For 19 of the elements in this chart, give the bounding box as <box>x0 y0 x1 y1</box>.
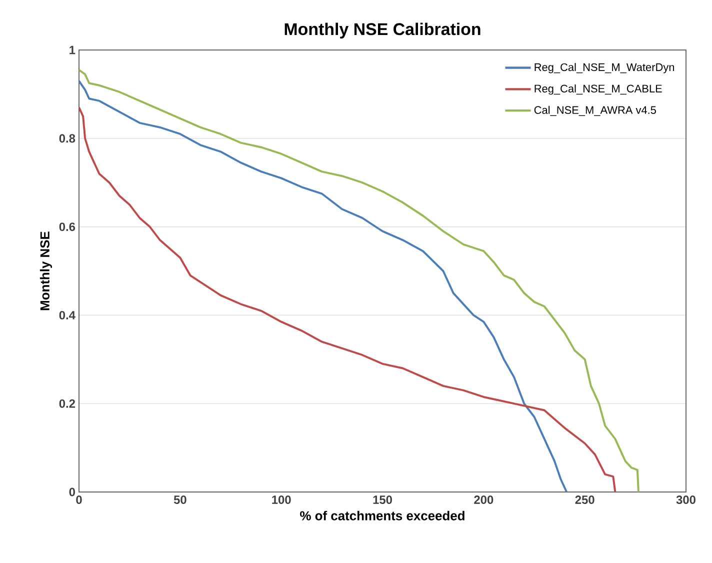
y-tick-label: 0.2 <box>59 399 76 408</box>
y-tick-label: 0.4 <box>59 310 76 320</box>
y-tick-label: 0.6 <box>59 222 76 232</box>
chart-title: Monthly NSE Calibration <box>284 22 480 38</box>
x-tick-label: 250 <box>575 496 594 504</box>
legend-label: Reg_Cal_NSE_M_WaterDyn <box>534 63 674 74</box>
x-tick-label: 0 <box>76 496 82 504</box>
legend-label: Reg_Cal_NSE_M_CABLE <box>534 84 662 95</box>
legend-label: Cal_NSE_M_AWRA v4.5 <box>534 106 656 116</box>
y-tick-label: 0 <box>69 488 75 496</box>
x-tick-label: 50 <box>174 496 186 504</box>
y-axis-title: Monthly NSE <box>40 232 52 310</box>
x-tick-label: 200 <box>474 496 494 504</box>
y-tick-label: 1 <box>70 46 76 54</box>
x-tick-label: 100 <box>272 496 291 504</box>
x-tick-label: 300 <box>676 496 696 504</box>
x-axis-title: % of catchments exceeded <box>300 510 464 520</box>
x-tick-label: 150 <box>373 496 392 504</box>
y-tick-label: 0.8 <box>59 134 76 143</box>
